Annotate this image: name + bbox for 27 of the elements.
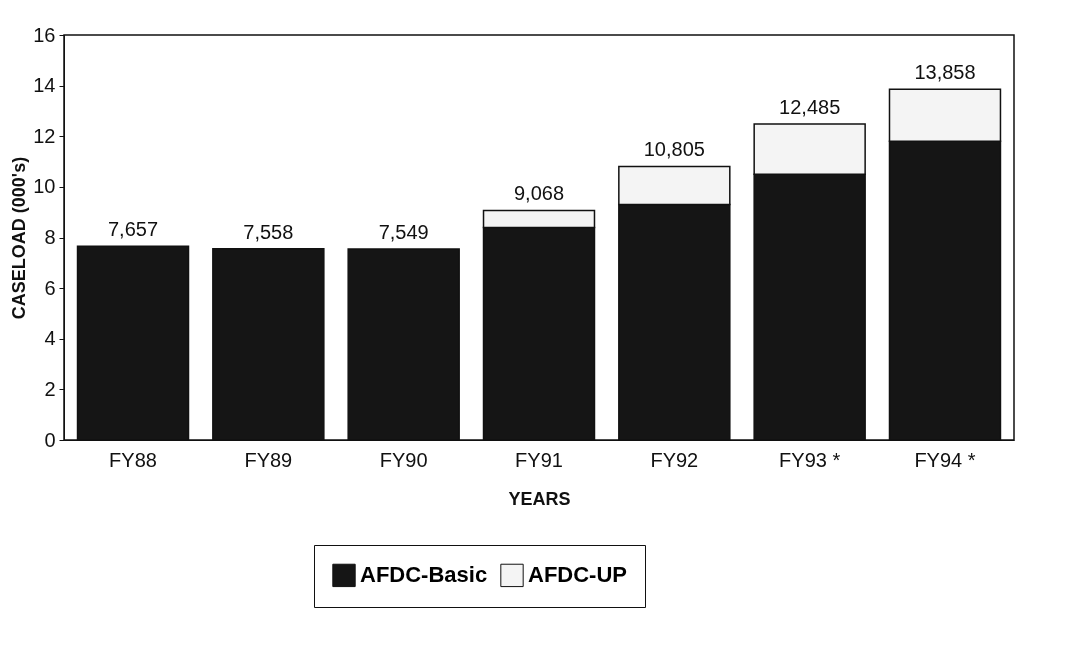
- y-tick-label: 14: [33, 74, 56, 97]
- total-label: 10,805: [643, 138, 705, 161]
- y-tick-label: 16: [33, 23, 56, 46]
- y-tick-label: 6: [44, 276, 56, 299]
- legend-label: AFDC-Basic: [360, 562, 488, 588]
- total-label: 7,657: [107, 218, 159, 241]
- y-axis-title: CASELOAD (000's): [9, 156, 30, 320]
- legend-label: AFDC-UP: [528, 562, 627, 588]
- x-tick-label: FY92: [650, 448, 699, 471]
- total-label: 12,485: [779, 95, 841, 118]
- x-tick-label: FY88: [109, 448, 157, 471]
- total-label: 7,549: [378, 220, 429, 243]
- x-tick-label: FY91: [515, 448, 563, 471]
- x-tick-label: FY94 *: [914, 448, 976, 471]
- total-label: 9,068: [513, 182, 565, 205]
- y-tick-label: 10: [33, 175, 56, 198]
- y-tick-label: 8: [44, 226, 56, 248]
- x-tick-label: FY89: [244, 448, 293, 471]
- x-axis-title: YEARS: [508, 488, 571, 509]
- y-tick-label: 0: [44, 428, 56, 451]
- y-tick-label: 4: [44, 327, 56, 350]
- y-tick-label: 2: [44, 377, 56, 400]
- x-tick-label: FY90: [379, 448, 428, 471]
- y-tick-label: 12: [33, 124, 56, 147]
- total-label: 7,558: [243, 220, 294, 243]
- x-tick-label: FY93 *: [779, 448, 841, 471]
- total-label: 13,858: [914, 61, 976, 84]
